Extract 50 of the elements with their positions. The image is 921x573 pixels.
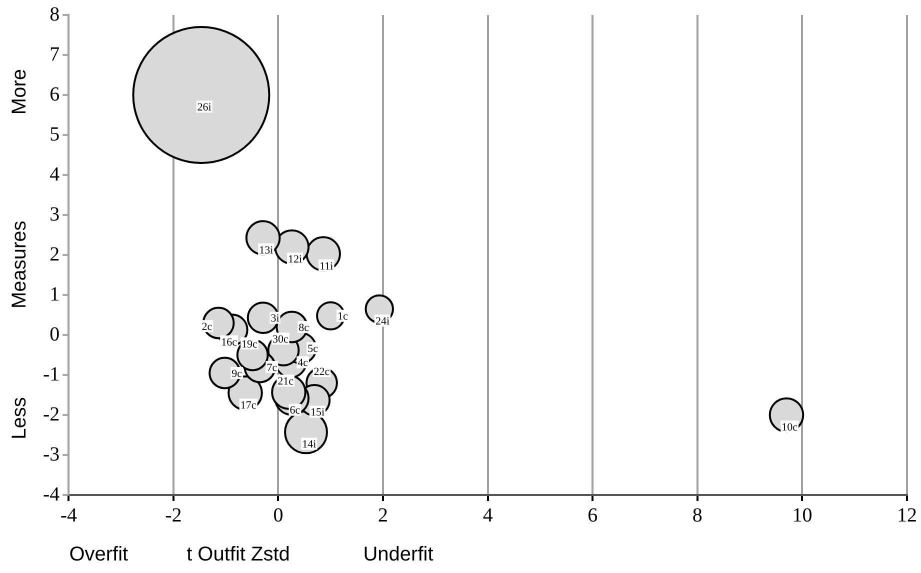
x-tick-label: 4 — [482, 504, 493, 526]
series-label: 14i — [302, 438, 316, 451]
y-tick-label: 4 — [50, 163, 60, 186]
series-label: 17c — [240, 399, 256, 412]
y-tick-label: 6 — [50, 83, 60, 106]
text: Less — [8, 397, 31, 440]
series-label: 26i — [197, 101, 212, 114]
series-label: 21c — [278, 376, 294, 388]
series-label: 6c — [290, 404, 300, 417]
x-tick-label: 6 — [588, 504, 598, 526]
series-label: 22c — [314, 366, 330, 378]
series-label: 10c — [782, 421, 798, 434]
series-label: 8c — [298, 322, 310, 334]
text: Underfit — [363, 544, 434, 566]
y-tick-label: 1 — [50, 283, 60, 306]
series-label: 5c — [308, 343, 318, 356]
x-axis-title: t Outfit Zstd — [186, 544, 290, 566]
y-tick-label: 0 — [50, 323, 60, 346]
y-tick-label: -2 — [42, 403, 60, 426]
x-tick-label: -2 — [165, 504, 182, 526]
series-label: 11i — [320, 260, 334, 272]
series-label: 2c — [202, 320, 212, 333]
x-tick-label: 2 — [378, 504, 388, 526]
series-label: 3i — [270, 312, 280, 325]
series-label: 16c — [221, 336, 238, 348]
y-tick-label: -1 — [42, 363, 60, 386]
y-tick-label: 2 — [50, 243, 60, 266]
series-label: 7c — [266, 362, 278, 374]
y-tick-label: 7 — [50, 43, 60, 66]
series-label: 9c — [232, 368, 242, 380]
series-label: 12i — [288, 253, 302, 266]
series-label: 13i — [259, 244, 274, 256]
text: More — [8, 69, 31, 115]
y-axis-title: Measures — [8, 220, 31, 309]
series-label: 15i — [310, 406, 325, 419]
series-label: 19c — [242, 338, 258, 350]
series-label: 24i — [375, 315, 390, 328]
y-tick-label: -4 — [42, 483, 60, 506]
series-label: 1c — [337, 310, 348, 323]
y-tick-label: 8 — [50, 3, 60, 26]
series-label: 30c — [272, 334, 288, 346]
y-tick-label: -3 — [42, 443, 60, 466]
x-tick-label: 0 — [273, 504, 284, 526]
x-tick-label: 10 — [792, 504, 812, 526]
text: Overfit — [69, 544, 129, 566]
series-label: 4c — [298, 357, 308, 370]
y-tick-label: 3 — [50, 203, 60, 226]
y-tick-label: 5 — [50, 123, 60, 146]
x-tick-label: 12 — [897, 504, 917, 526]
x-tick-label: 8 — [692, 504, 702, 526]
